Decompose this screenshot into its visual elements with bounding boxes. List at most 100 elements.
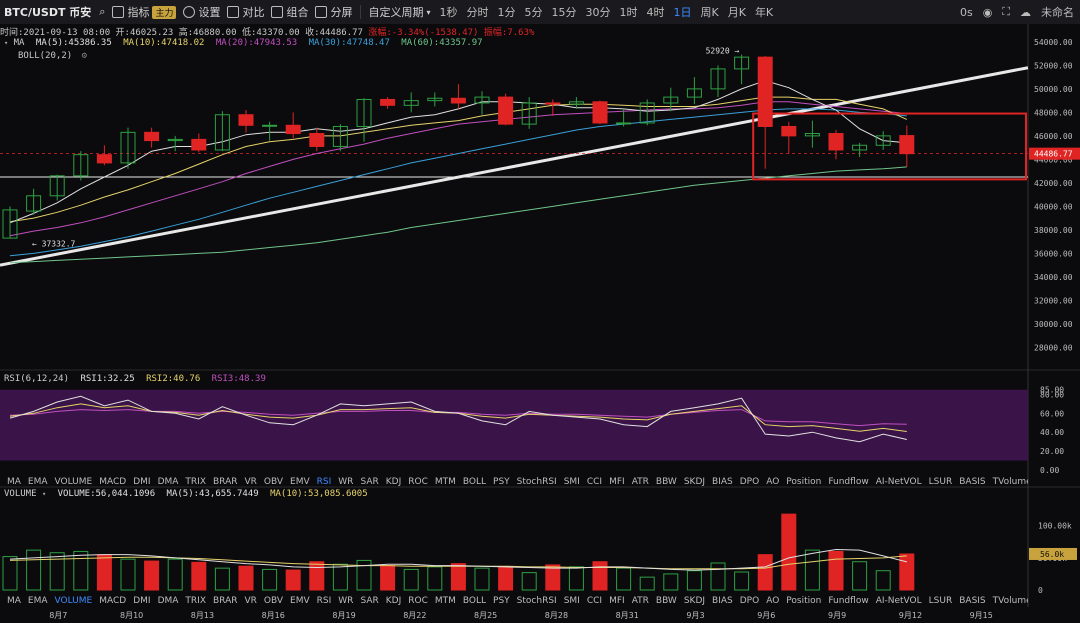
indicator-tab-macd[interactable]: MACD	[99, 595, 127, 606]
indicator-tab-bias[interactable]: BIAS	[712, 476, 733, 487]
indicator-tab-skdj[interactable]: SKDJ	[683, 476, 706, 487]
indicator-tab-ema[interactable]: EMA	[27, 595, 48, 606]
indicator-tab-ma[interactable]: MA	[7, 595, 21, 606]
indicator-tab-boll[interactable]: BOLL	[462, 595, 487, 606]
interval-year[interactable]: 年K	[754, 6, 774, 19]
indicator-tab-bbw[interactable]: BBW	[655, 595, 677, 606]
indicator-tab-skdj[interactable]: SKDJ	[683, 595, 706, 606]
interval-timeline[interactable]: 分时	[466, 6, 489, 19]
indicator-tab-psy[interactable]: PSY	[493, 595, 510, 606]
indicator-tab-wr[interactable]: WR	[338, 476, 354, 487]
compare-button[interactable]: 对比	[227, 4, 264, 20]
custom-period-dropdown[interactable]: 自定义周期 ▾	[368, 6, 431, 19]
indicator-tab-dma[interactable]: DMA	[157, 476, 179, 487]
x-tick-label: 8月31	[616, 611, 639, 620]
chevron-down-icon[interactable]: ▾	[41, 490, 47, 498]
interval-5m[interactable]: 5分	[524, 6, 543, 19]
settings-button[interactable]: 设置	[183, 4, 220, 20]
indicator-tab-kdj[interactable]: KDJ	[385, 595, 402, 606]
indicator-tab-ema[interactable]: EMA	[27, 476, 48, 487]
indicator-tab-ao[interactable]: AO	[766, 476, 780, 487]
indicator-tab-fundflow[interactable]: Fundflow	[828, 476, 869, 487]
indicator-tab-brar[interactable]: BRAR	[213, 595, 238, 606]
indicator-tab-dpo[interactable]: DPO	[739, 476, 760, 487]
indicator-tab-basis[interactable]: BASIS	[959, 476, 986, 487]
indicator-tab-bias[interactable]: BIAS	[712, 595, 733, 606]
indicator-tab-wr[interactable]: WR	[338, 595, 354, 606]
cloud-label[interactable]: 未命名	[1041, 6, 1074, 19]
indicator-tab-obv[interactable]: OBV	[263, 476, 284, 487]
indicator-tab-vr[interactable]: VR	[244, 476, 257, 487]
interval-1h[interactable]: 1时	[619, 6, 638, 19]
interval-30m[interactable]: 30分	[585, 6, 611, 19]
indicator-tab-brar[interactable]: BRAR	[213, 476, 238, 487]
indicator-tab-emv[interactable]: EMV	[290, 595, 310, 606]
indicator-tab-sar[interactable]: SAR	[360, 595, 379, 606]
indicator-tab-mfi[interactable]: MFI	[609, 476, 625, 487]
indicator-tab-ma[interactable]: MA	[7, 476, 21, 487]
interval-1d[interactable]: 1日	[673, 6, 692, 19]
indicator-tab-mfi[interactable]: MFI	[609, 595, 625, 606]
indicator-tab-smi[interactable]: SMI	[563, 476, 580, 487]
indicator-tab-dmi[interactable]: DMI	[133, 595, 151, 606]
indicator-tab-atr[interactable]: ATR	[631, 595, 649, 606]
indicator-button[interactable]: 指标 主力	[112, 4, 177, 20]
indicator-tab-dpo[interactable]: DPO	[739, 595, 760, 606]
indicator-tab-position[interactable]: Position	[786, 595, 822, 606]
indicator-tab-atr[interactable]: ATR	[631, 476, 649, 487]
interval-month[interactable]: 月K	[727, 6, 746, 19]
refresh-interval[interactable]: 0s	[959, 5, 973, 19]
camera-icon[interactable]: ◉	[982, 5, 993, 19]
indicator-tab-lsur[interactable]: LSUR	[928, 595, 953, 606]
indicator-tab-trix[interactable]: TRIX	[185, 595, 206, 606]
indicator-tab-macd[interactable]: MACD	[99, 476, 127, 487]
interval-4h[interactable]: 4时	[646, 6, 665, 19]
indicator-tab-mtm[interactable]: MTM	[434, 476, 456, 487]
indicator-tab-tvolume[interactable]: TVolume	[992, 595, 1028, 606]
indicator-tab-roc[interactable]: ROC	[408, 476, 428, 487]
indicator-tab-stochrsi[interactable]: StochRSI	[516, 476, 557, 487]
indicator-tab-bbw[interactable]: BBW	[655, 476, 677, 487]
indicator-tab-position[interactable]: Position	[786, 476, 822, 487]
indicator-tab-kdj[interactable]: KDJ	[385, 476, 402, 487]
indicator-tab-dmi[interactable]: DMI	[133, 476, 151, 487]
indicator-tab-psy[interactable]: PSY	[493, 476, 510, 487]
indicator-tab-volume[interactable]: VOLUME	[54, 476, 93, 487]
indicator-tab-cci[interactable]: CCI	[586, 595, 603, 606]
combo-button[interactable]: 组合	[271, 4, 308, 20]
indicator-tab-tvolume[interactable]: TVolume	[992, 476, 1028, 487]
indicator-tab-ai-netvol[interactable]: AI-NetVOL	[875, 476, 922, 487]
split-screen-button[interactable]: 分屏	[315, 4, 352, 20]
indicator-tab-trix[interactable]: TRIX	[185, 476, 206, 487]
interval-1s[interactable]: 1秒	[439, 6, 458, 19]
indicator-tab-basis[interactable]: BASIS	[959, 595, 986, 606]
indicator-tab-roc[interactable]: ROC	[408, 595, 428, 606]
search-icon[interactable]: ⌕	[99, 5, 106, 18]
indicator-tab-vr[interactable]: VR	[244, 595, 257, 606]
indicator-tab-dma[interactable]: DMA	[157, 595, 179, 606]
symbol-title[interactable]: BTC/USDT 币安	[4, 6, 92, 19]
indicator-tab-cci[interactable]: CCI	[586, 476, 603, 487]
interval-week[interactable]: 周K	[700, 6, 719, 19]
indicator-tab-emv[interactable]: EMV	[290, 476, 310, 487]
indicator-tab-volume[interactable]: VOLUME	[54, 595, 93, 606]
interval-1m[interactable]: 1分	[497, 6, 516, 19]
indicator-tab-stochrsi[interactable]: StochRSI	[516, 595, 557, 606]
cloud-icon[interactable]: ☁	[1020, 5, 1031, 19]
fullscreen-icon[interactable]: ⛶	[1002, 5, 1010, 18]
indicator-tab-lsur[interactable]: LSUR	[928, 476, 953, 487]
settings-icon[interactable]: ⚙	[81, 51, 88, 61]
indicator-tab-mtm[interactable]: MTM	[434, 595, 456, 606]
indicator-tab-fundflow[interactable]: Fundflow	[828, 595, 869, 606]
indicator-tab-rsi[interactable]: RSI	[316, 595, 332, 606]
indicator-tab-boll[interactable]: BOLL	[462, 476, 487, 487]
indicator-tab-ao[interactable]: AO	[766, 595, 780, 606]
indicator-tab-obv[interactable]: OBV	[263, 595, 284, 606]
indicator-tab-ai-netvol[interactable]: AI-NetVOL	[875, 595, 922, 606]
interval-15m[interactable]: 15分	[551, 6, 577, 19]
chevron-down-icon[interactable]: ▾	[4, 39, 9, 47]
indicator-tab-rsi[interactable]: RSI	[316, 476, 332, 487]
indicator-tab-sar[interactable]: SAR	[360, 476, 379, 487]
indicator-tab-smi[interactable]: SMI	[563, 595, 580, 606]
